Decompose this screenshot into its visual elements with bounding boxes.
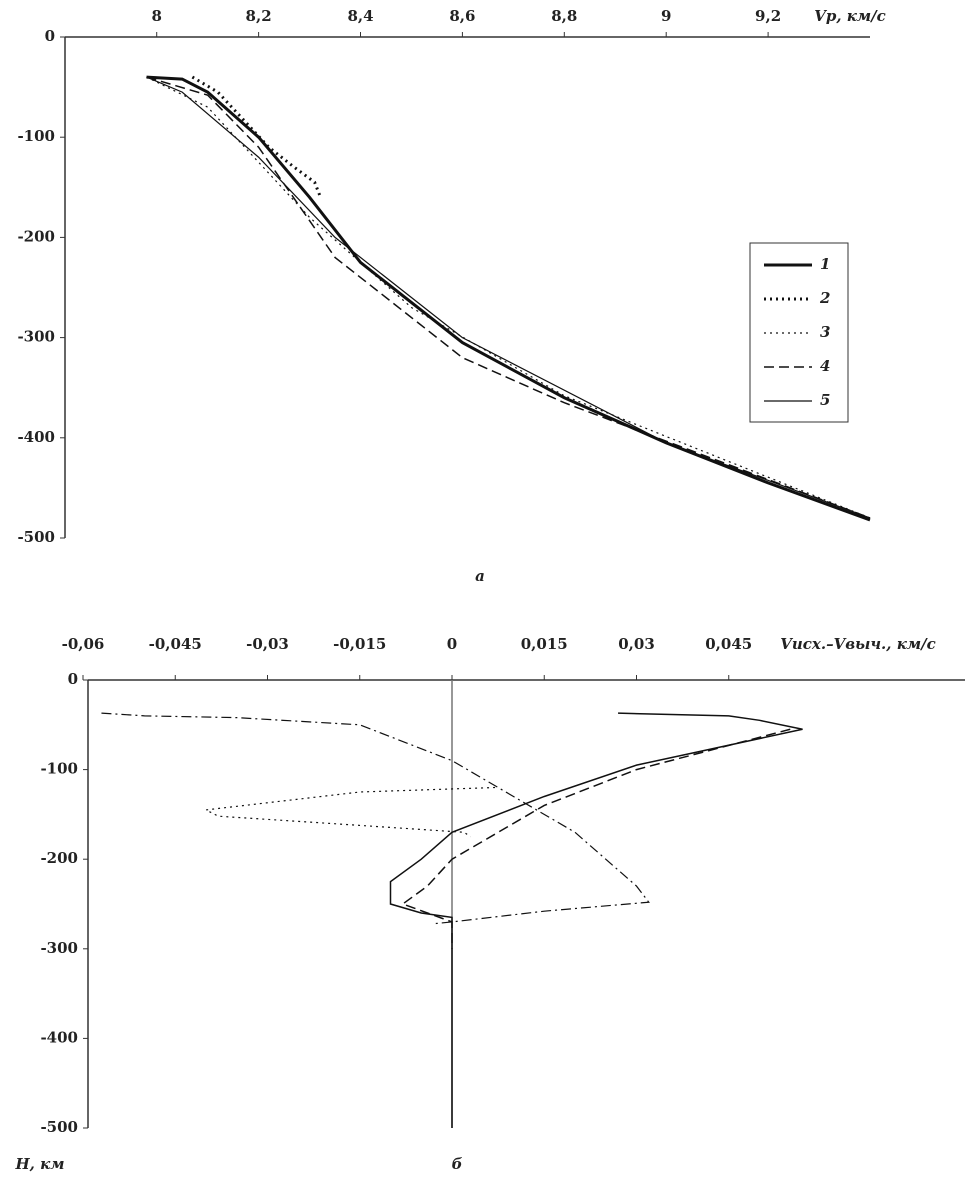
data-line — [146, 75, 871, 522]
y-tick-label: 0 — [68, 670, 78, 688]
legend-label: 5 — [820, 391, 830, 409]
data-line — [146, 76, 871, 519]
x-tick-label: 0,045 — [705, 635, 752, 653]
data-line — [389, 712, 803, 1128]
data-line — [191, 75, 322, 196]
x-tick-label: -0,045 — [149, 635, 202, 653]
y-tick-label: -500 — [40, 1118, 78, 1136]
x-tick-label: 8 — [151, 7, 161, 25]
y-tick-label: -200 — [40, 849, 78, 867]
x-tick-label: 8,4 — [347, 7, 373, 25]
y-tick-label: 0 — [45, 27, 55, 45]
x-tick-label: 9,2 — [755, 7, 781, 25]
caption: а — [475, 567, 485, 585]
y-tick-label: -400 — [40, 1028, 78, 1046]
legend-label: 2 — [819, 289, 830, 307]
x-axis-label: Vp, км/с — [814, 7, 886, 25]
x-tick-label: -0,06 — [62, 635, 105, 653]
y-tick-label: -300 — [17, 328, 55, 346]
x-tick-label: 8,2 — [246, 7, 272, 25]
y-tick-label: -500 — [17, 528, 55, 546]
x-tick-label: 0,03 — [618, 635, 655, 653]
data-line — [146, 76, 871, 519]
data-line — [401, 728, 791, 949]
x-axis-label: Vисх.–Vвыч., км/с — [780, 635, 936, 653]
x-tick-label: 8,8 — [551, 7, 577, 25]
legend-label: 3 — [820, 323, 830, 341]
data-line — [101, 712, 650, 925]
caption: б — [452, 1155, 463, 1173]
x-tick-label: 0 — [447, 635, 457, 653]
legend-box — [749, 242, 849, 423]
x-tick-label: 0,015 — [521, 635, 568, 653]
y-tick-label: -400 — [17, 428, 55, 446]
y-axis-label: H, км — [14, 1155, 64, 1173]
x-tick-label: -0,03 — [246, 635, 289, 653]
y-tick-label: -100 — [40, 760, 78, 778]
y-tick-label: -100 — [17, 127, 55, 145]
legend-label: 1 — [820, 255, 830, 273]
x-tick-label: 8,6 — [449, 7, 475, 25]
x-tick-label: 9 — [661, 7, 671, 25]
x-tick-label: -0,015 — [333, 635, 386, 653]
y-tick-label: -300 — [40, 939, 78, 957]
legend-label: 4 — [820, 357, 830, 375]
y-tick-label: -200 — [17, 227, 55, 245]
